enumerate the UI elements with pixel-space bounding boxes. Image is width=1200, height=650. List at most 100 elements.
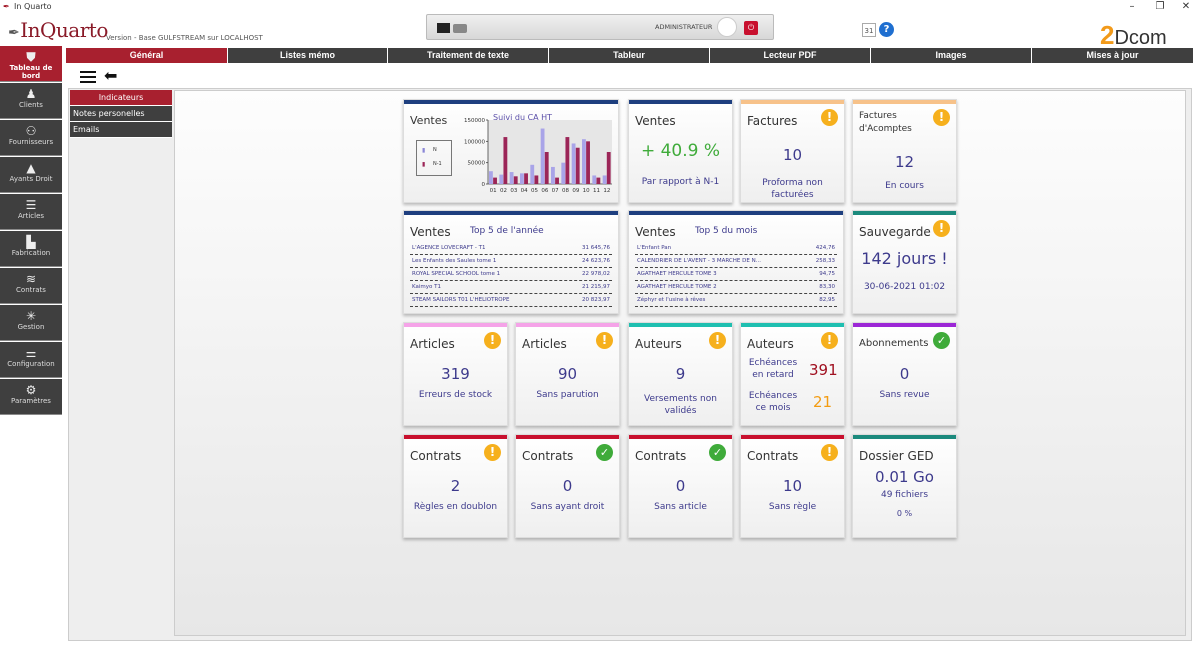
tab-images[interactable]: Images <box>871 48 1032 63</box>
table-row: AGATHAET HERCULE TOME 3 94,75 <box>635 268 837 281</box>
x-tick-label: 02 <box>500 188 507 194</box>
card-ventes-chart[interactable]: Ventes Suivi du CA HT ▮ N ▮ N-1 150000 10… <box>403 99 619 203</box>
x-tick-label: 05 <box>531 188 538 194</box>
card-sub: Par rapport à N-1 <box>641 177 720 187</box>
card-title: Ventes <box>410 225 451 239</box>
card-title: Ventes <box>635 225 676 239</box>
factory-icon: ▙ <box>26 235 36 249</box>
app-icon: ✒ <box>3 2 10 11</box>
sidebar-item-ayants-droit[interactable]: ▲ Ayants Droit <box>0 157 62 193</box>
card-value: 2 <box>450 477 461 495</box>
table-row: Les Enfants des Saules tome 1 24 623,76 <box>410 255 612 268</box>
calendar-icon[interactable]: 31 <box>862 23 876 37</box>
card-title: Sauvegarde <box>859 225 931 239</box>
bar-chart: 150000 100000 50000 0 01 02 03 04 05 06 07 08 09 10 11… <box>464 118 612 194</box>
close-button[interactable]: ✕ <box>1181 1 1191 12</box>
card-sub: Sans ayant droit <box>530 502 605 512</box>
card-sub: Proforma non facturées <box>762 178 823 200</box>
tab-general[interactable]: Général <box>66 48 228 63</box>
card-auteurs-echeances[interactable]: Auteurs ! Echéances en retard 391 Echéan… <box>740 322 845 426</box>
subnav-indicateurs[interactable]: Indicateurs <box>70 90 172 106</box>
sidebar-item-gestion[interactable]: ✳ Gestion <box>0 305 62 341</box>
chat-icon[interactable] <box>453 24 467 33</box>
suppliers-icon: ⚇ <box>25 124 37 138</box>
card-contrats-article[interactable]: Contrats ✓ 0 Sans article <box>628 434 733 538</box>
back-arrow-icon[interactable]: ⬅ <box>104 66 118 85</box>
card-title: Ventes <box>635 114 676 128</box>
card-sub: Sans règle <box>768 502 817 512</box>
card-contrats-regle[interactable]: Contrats ! 10 Sans règle <box>740 434 845 538</box>
warning-icon: ! <box>484 332 501 349</box>
echeances-mois-value: 21 <box>813 393 833 411</box>
card-contrats-ayant-droit[interactable]: Contrats ✓ 0 Sans ayant droit <box>515 434 620 538</box>
card-articles-stock[interactable]: Articles ! 319 Erreurs de stock <box>403 322 508 426</box>
minimize-button[interactable]: – <box>1129 1 1135 12</box>
help-icon[interactable]: ? <box>879 22 894 37</box>
sidebar-item-parametres[interactable]: ⚙ Paramètres <box>0 379 62 415</box>
title-bar: ✒ In Quarto – ❐ ✕ <box>0 0 1200 14</box>
card-articles-parution[interactable]: Articles ! 90 Sans parution <box>515 322 620 426</box>
echeances-mois-label: Echéances ce mois <box>748 391 798 413</box>
card-factures[interactable]: Factures ! 10 Proforma non facturées <box>740 99 845 203</box>
card-title: Abonnements <box>859 338 929 349</box>
card-acomptes[interactable]: Factures d'Acomptes ! 12 En cours <box>852 99 957 203</box>
card-subtitle: Top 5 de l'année <box>470 226 544 236</box>
bar-n <box>499 174 504 184</box>
avatar[interactable] <box>717 17 737 37</box>
card-abonnements[interactable]: Abonnements ✓ 0 Sans revue <box>852 322 957 426</box>
tab-mises-a-jour[interactable]: Mises à jour <box>1032 48 1194 63</box>
logout-icon[interactable]: ⏻ <box>744 21 758 35</box>
card-ventes-pct[interactable]: Ventes + 40.9 % Par rapport à N-1 <box>628 99 733 203</box>
maximize-button[interactable]: ❐ <box>1155 1 1165 12</box>
check-icon: ✓ <box>933 332 950 349</box>
card-title: Articles <box>410 337 455 351</box>
table-row: STEAM SAILORS T01 L'HELIOTROPE 20 823,97 <box>410 294 612 307</box>
menu-icon[interactable] <box>80 71 96 83</box>
network-icon: ✳ <box>25 309 37 323</box>
card-value: + 40.9 % <box>640 141 721 161</box>
table-row: L'AGENCE LOVECRAFT - T1 31 645,76 <box>410 242 612 255</box>
window-title: In Quarto <box>14 2 52 11</box>
bar-n <box>592 175 597 184</box>
y-tick-label: 50000 <box>468 161 486 167</box>
card-title: Contrats <box>635 449 687 463</box>
tab-tableur[interactable]: Tableur <box>549 48 710 63</box>
tab-lecteur-pdf[interactable]: Lecteur PDF <box>710 48 871 63</box>
sidebar-item-articles[interactable]: ☰ Articles <box>0 194 62 230</box>
sidebar-item-clients[interactable]: ♟ Clients <box>0 83 62 119</box>
warning-icon: ! <box>821 109 838 126</box>
card-top-annee[interactable]: Ventes Top 5 de l'année L'AGENCE LOVECRA… <box>403 210 619 314</box>
tab-traitement-texte[interactable]: Traitement de texte <box>388 48 549 63</box>
bar-n <box>509 172 514 184</box>
y-tick-label: 100000 <box>464 139 485 145</box>
subnav-emails[interactable]: Emails <box>70 122 172 138</box>
x-tick-label: 09 <box>572 188 579 194</box>
sidebar-item-configuration[interactable]: ⚌ Configuration <box>0 342 62 378</box>
warning-icon: ! <box>933 220 950 237</box>
warning-icon: ! <box>821 444 838 461</box>
card-sauvegarde[interactable]: Sauvegarde ! 142 jours ! 30-06-2021 01:0… <box>852 210 957 314</box>
card-title: Factures <box>747 114 798 128</box>
sidebar-item-fournisseurs[interactable]: ⚇ Fournisseurs <box>0 120 62 156</box>
monitor-icon[interactable] <box>437 23 450 33</box>
sidebar-item-tableau-de-bord[interactable]: ⛊ Tableau de bord <box>0 46 62 82</box>
warning-icon: ! <box>484 444 501 461</box>
bar-n <box>571 143 576 184</box>
tab-listes-memo[interactable]: Listes mémo <box>228 48 388 63</box>
card-contrats-doublon[interactable]: Contrats ! 2 Règles en doublon <box>403 434 508 538</box>
subnav-notes[interactable]: Notes personelles <box>70 106 172 122</box>
card-value: 12 <box>894 153 915 171</box>
card-top-mois[interactable]: Ventes Top 5 du mois L'Enfant Pan 424,76 … <box>628 210 844 314</box>
card-sub: 30-06-2021 01:02 <box>863 282 946 292</box>
sidebar-item-contrats[interactable]: ≋ Contrats <box>0 268 62 304</box>
table-row: ROYAL SPECIAL SCHOOL tome 1 22 978,02 <box>410 268 612 281</box>
bar-n1 <box>534 175 539 184</box>
sidebar-item-fabrication[interactable]: ▙ Fabrication <box>0 231 62 267</box>
card-dossier-ged[interactable]: Dossier GED 0.01 Go 49 fichiers 0 % <box>852 434 957 538</box>
card-auteurs-versements[interactable]: Auteurs ! 9 Versements non validés <box>628 322 733 426</box>
bar-n1 <box>596 177 601 184</box>
tab-bar: Général Listes mémo Traitement de texte … <box>66 48 1194 63</box>
bar-n1 <box>555 177 559 184</box>
bar-n1 <box>606 152 611 184</box>
x-tick-label: 11 <box>593 188 600 194</box>
